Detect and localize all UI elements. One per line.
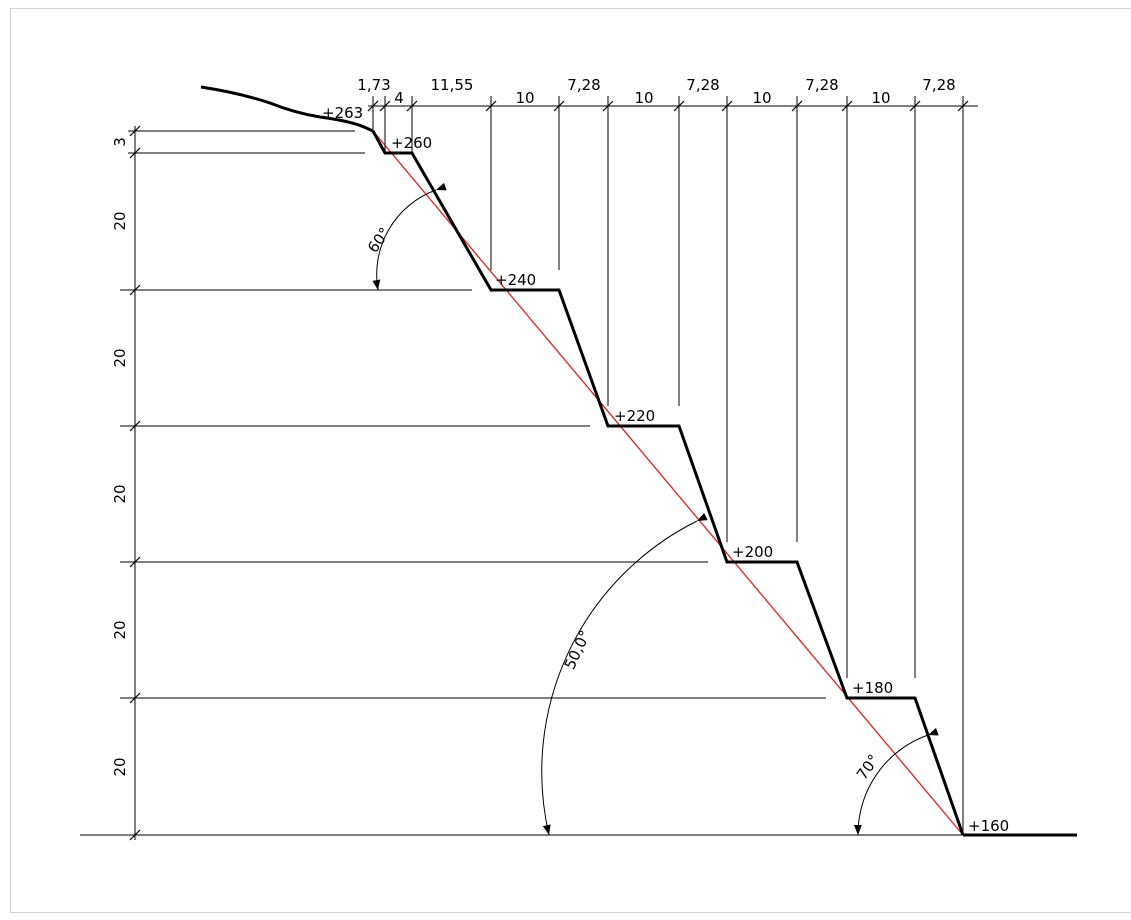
hdim-7: 7,28 xyxy=(686,76,719,94)
hdim-9: 7,28 xyxy=(805,76,838,94)
horizontal-dimension-line xyxy=(367,96,978,835)
angle-arc-60 xyxy=(372,182,447,291)
vdim-1: 3 xyxy=(111,137,129,147)
vdim-6: 20 xyxy=(111,757,129,776)
elevation-240: +240 xyxy=(495,271,536,289)
hdim-2: 4 xyxy=(394,89,404,107)
vdim-3: 20 xyxy=(111,348,129,367)
elevation-220: +220 xyxy=(614,407,655,425)
vdim-4: 20 xyxy=(111,484,129,503)
elevation-180: +180 xyxy=(852,679,893,697)
hdim-5: 7,28 xyxy=(567,76,600,94)
hdim-1: 1,73 xyxy=(357,76,390,94)
horizontal-extension-lines xyxy=(80,130,963,836)
benched-slope-profile xyxy=(371,130,965,836)
vdim-5: 20 xyxy=(111,620,129,639)
hdim-4: 10 xyxy=(515,89,534,107)
elevation-263: +263 xyxy=(322,104,363,122)
angle-label-50: 50,0° xyxy=(561,628,595,673)
hdim-3: 11,55 xyxy=(431,76,474,94)
angle-arc-50 xyxy=(541,512,708,836)
overall-slope-line xyxy=(372,130,964,836)
natural-terrain-line xyxy=(200,85,374,133)
hdim-10: 10 xyxy=(871,89,890,107)
elevation-260: +260 xyxy=(391,134,432,152)
hdim-6: 10 xyxy=(634,89,653,107)
vdim-2: 20 xyxy=(111,211,129,230)
elevation-160: +160 xyxy=(968,817,1009,835)
angle-label-70: 70° xyxy=(853,751,883,783)
hdim-8: 10 xyxy=(752,89,771,107)
hdim-11: 7,28 xyxy=(922,76,955,94)
elevation-200: +200 xyxy=(732,543,773,561)
vertical-dimension-line xyxy=(129,125,141,841)
angle-arc-70 xyxy=(853,727,939,836)
